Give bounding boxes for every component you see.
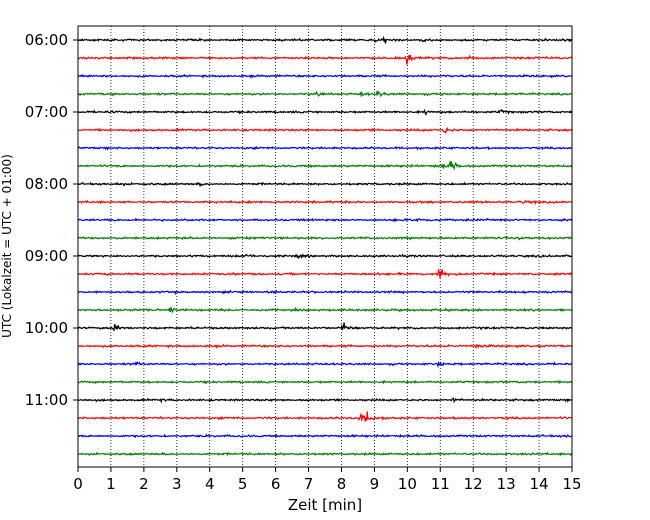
seismogram-trace [77,90,573,98]
seismogram-trace [77,451,573,457]
seismogram-traces [77,35,573,457]
x-axis-ticks: 0 1 2 3 4 5 6 7 8 9 10 11 12 13 14 15 [73,467,582,493]
x-tick-label: 15 [562,475,581,493]
x-tick-label: 7 [304,475,314,493]
x-tick-label: 12 [464,475,483,493]
seismogram-trace [77,322,573,332]
seismogram-trace [77,360,573,369]
y-tick-label: 06:00 [25,31,68,49]
x-tick-label: 13 [497,475,516,493]
y-axis-ticks: 06:00 07:00 08:00 09:00 10:00 11:00 [25,31,78,409]
seismogram-trace [77,379,573,385]
seismogram-trace [77,343,573,350]
seismogram-trace [77,253,573,260]
x-tick-label: 9 [370,475,380,493]
seismogram-trace [78,306,573,314]
y-tick-label: 08:00 [25,175,68,193]
seismogram-trace [77,199,573,205]
y-tick-label: 09:00 [25,247,68,265]
seismogram-trace [78,35,573,45]
x-tick-label: 5 [238,475,248,493]
plot-frame [77,25,573,468]
y-tick-label: 07:00 [25,103,68,121]
x-tick-label: 0 [73,475,83,493]
x-tick-label: 14 [530,475,549,493]
seismogram-trace [77,269,573,279]
seismogram-trace [77,433,573,439]
y-tick-label: 11:00 [25,391,68,409]
x-tick-label: 1 [106,475,116,493]
seismogram-trace [77,181,573,188]
y-axis-label: UTC (Lokalzeit = UTC + 01:00) [0,154,14,338]
seismogram-trace [77,108,573,116]
y-tick-label: 10:00 [25,319,68,337]
x-axis-label: Zeit [min] [288,496,362,514]
x-tick-label: 8 [337,475,347,493]
seismogram-trace [77,397,573,404]
seismogram-trace [77,289,573,296]
seismogram-trace [77,126,573,134]
x-tick-label: 10 [398,475,417,493]
x-tick-label: 11 [431,475,450,493]
seismogram-trace [77,235,573,241]
x-tick-label: 6 [271,475,281,493]
x-tick-label: 4 [205,475,215,493]
seismogram-trace [77,54,573,65]
seismogram-trace [77,73,573,79]
x-tick-label: 3 [172,475,182,493]
seismogram-trace [77,145,573,151]
x-tick-label: 2 [139,475,149,493]
seismogram-trace [77,217,573,223]
seismogram-trace [77,160,573,171]
seismogram-trace [77,411,573,422]
